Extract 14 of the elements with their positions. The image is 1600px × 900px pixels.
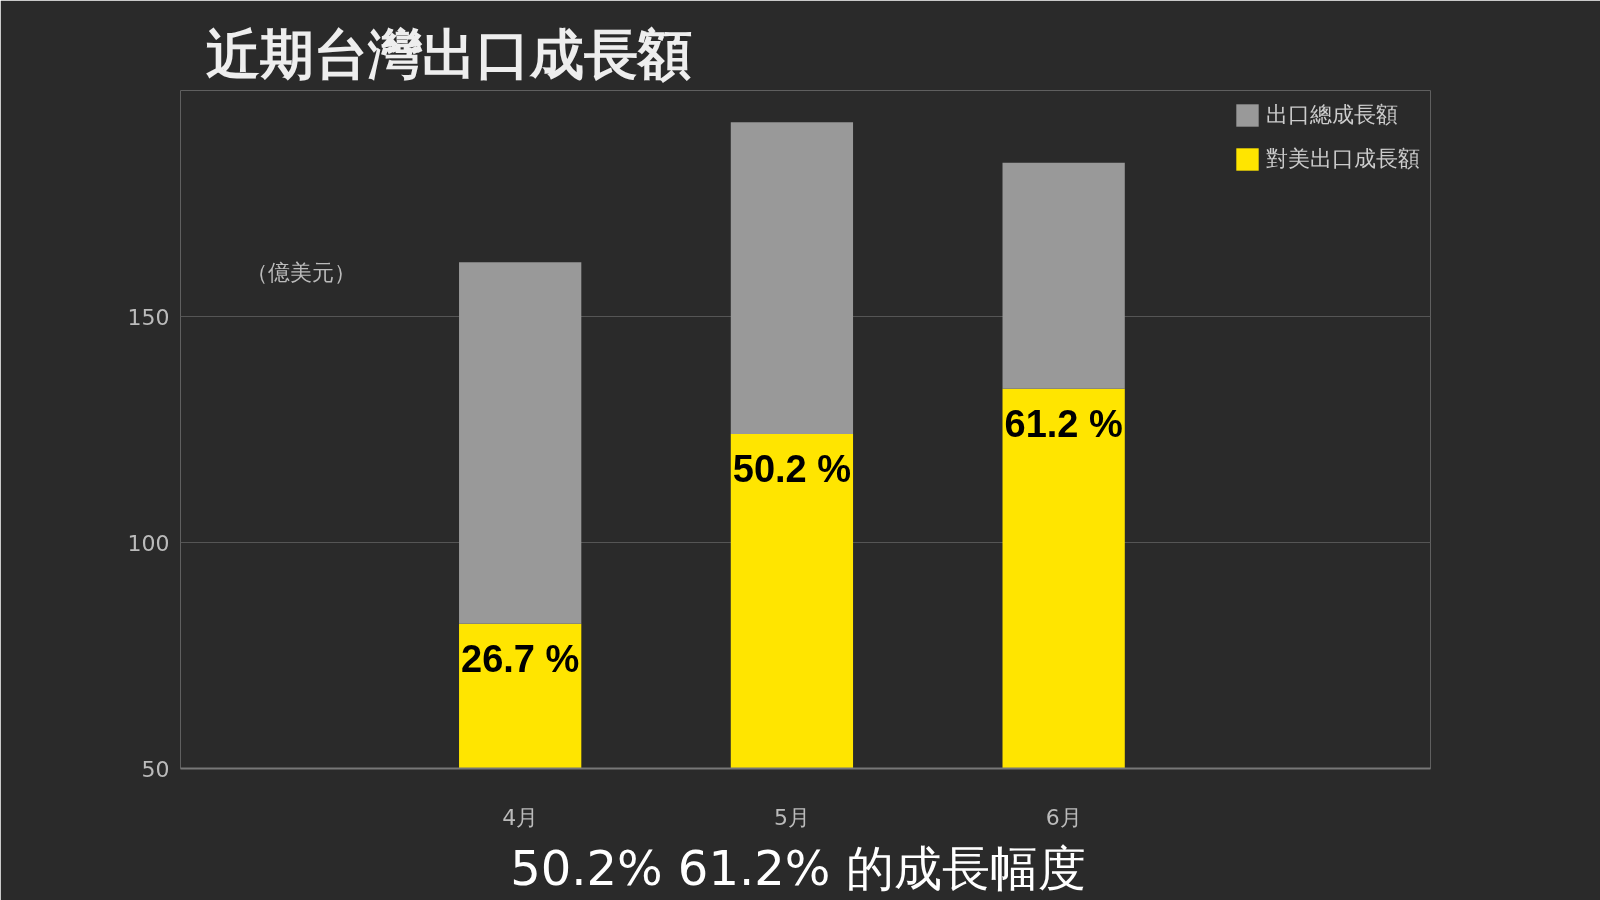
annotation: 50.2 % [732, 448, 852, 491]
x-tick-label: 4月 [502, 804, 539, 830]
chart-title: 近期台灣出口成長額 [205, 22, 692, 86]
y-tick-label: 50 [141, 756, 170, 782]
y-tick-label: 150 [127, 304, 170, 330]
annotation: 26.7 % [461, 637, 580, 680]
text: 50.2% 61.2% 的成長幅度 [510, 839, 1086, 896]
legend-label: 出口總成長額 [1266, 101, 1398, 129]
legend-label: 對美出口成長額 [1266, 145, 1420, 173]
y-axis-title: （億美元） [245, 259, 356, 285]
x-tick-label: 6月 [1045, 804, 1082, 830]
y-tick-label: 100 [127, 530, 170, 556]
x-tick-label: 5月 [773, 804, 810, 830]
annotation: 61.2 % [1004, 402, 1123, 445]
